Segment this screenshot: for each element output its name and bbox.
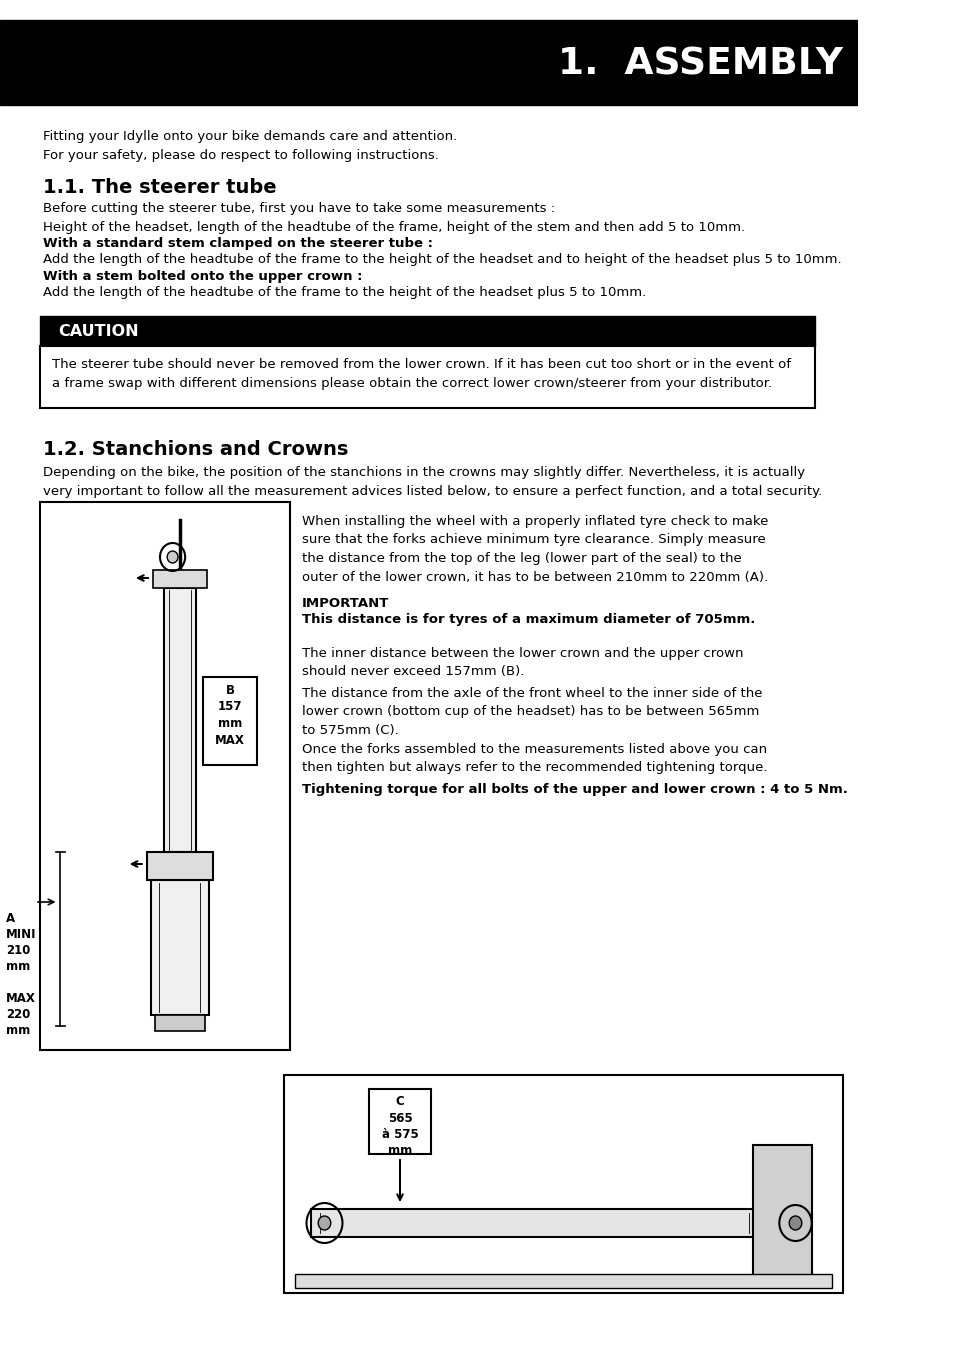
Text: This distance is for tyres of a maximum diameter of 705mm.: This distance is for tyres of a maximum … <box>302 613 755 626</box>
Text: Depending on the bike, the position of the stanchions in the crowns may slightly: Depending on the bike, the position of t… <box>43 466 821 498</box>
Bar <box>154 1015 205 1031</box>
Bar <box>147 852 213 880</box>
Text: Before cutting the steerer tube, first you have to take some measurements :
Heig: Before cutting the steerer tube, first y… <box>43 202 744 234</box>
Text: The distance from the axle of the front wheel to the inner side of the
lower cro: The distance from the axle of the front … <box>302 687 761 737</box>
Bar <box>294 1274 831 1288</box>
Text: 1.  ASSEMBLY: 1. ASSEMBLY <box>558 46 842 82</box>
Bar <box>284 1075 842 1293</box>
Text: A
MINI
210
mm

MAX
220
mm: A MINI 210 mm MAX 220 mm <box>7 913 37 1037</box>
Text: The steerer tube should never be removed from the lower crown. If it has been cu: The steerer tube should never be removed… <box>52 358 790 390</box>
Text: Add the length of the headtube of the frame to the height of the headset plus 5 : Add the length of the headtube of the fr… <box>43 286 646 298</box>
Bar <box>753 1145 811 1278</box>
Bar <box>152 570 207 589</box>
Bar <box>369 1089 430 1154</box>
Text: B
157
mm
MAX: B 157 mm MAX <box>215 684 245 747</box>
Text: With a stem bolted onto the upper crown :: With a stem bolted onto the upper crown … <box>43 270 362 284</box>
Bar <box>40 346 815 408</box>
Bar <box>151 880 209 1015</box>
Bar <box>0 20 857 105</box>
Text: IMPORTANT: IMPORTANT <box>302 597 389 610</box>
Bar <box>40 316 815 346</box>
Text: Fitting your Idylle onto your bike demands care and attention.
For your safety, : Fitting your Idylle onto your bike deman… <box>43 130 456 162</box>
Bar <box>203 676 256 765</box>
Text: CAUTION: CAUTION <box>58 324 139 339</box>
Text: The inner distance between the lower crown and the upper crown
should never exce: The inner distance between the lower cro… <box>302 647 742 679</box>
Circle shape <box>318 1216 331 1230</box>
Circle shape <box>167 551 178 563</box>
Bar <box>40 502 290 1050</box>
Bar <box>163 589 195 852</box>
Text: 1.2. Stanchions and Crowns: 1.2. Stanchions and Crowns <box>43 440 348 459</box>
Text: When installing the wheel with a properly inflated tyre check to make
sure that : When installing the wheel with a properl… <box>302 514 767 583</box>
Text: 1.1. The steerer tube: 1.1. The steerer tube <box>43 178 276 197</box>
Text: Tightening torque for all bolts of the upper and lower crown : 4 to 5 Nm.: Tightening torque for all bolts of the u… <box>302 783 847 796</box>
Bar <box>294 1247 831 1288</box>
Text: Once the forks assembled to the measurements listed above you can
then tighten b: Once the forks assembled to the measurem… <box>302 743 767 775</box>
Text: With a standard stem clamped on the steerer tube :: With a standard stem clamped on the stee… <box>43 238 433 250</box>
Circle shape <box>779 1206 811 1241</box>
Text: Add the length of the headtube of the frame to the height of the headset and to : Add the length of the headtube of the fr… <box>43 252 841 266</box>
Circle shape <box>788 1216 801 1230</box>
Bar <box>311 1210 757 1237</box>
Text: C
565
à 575
mm: C 565 à 575 mm <box>381 1095 418 1157</box>
